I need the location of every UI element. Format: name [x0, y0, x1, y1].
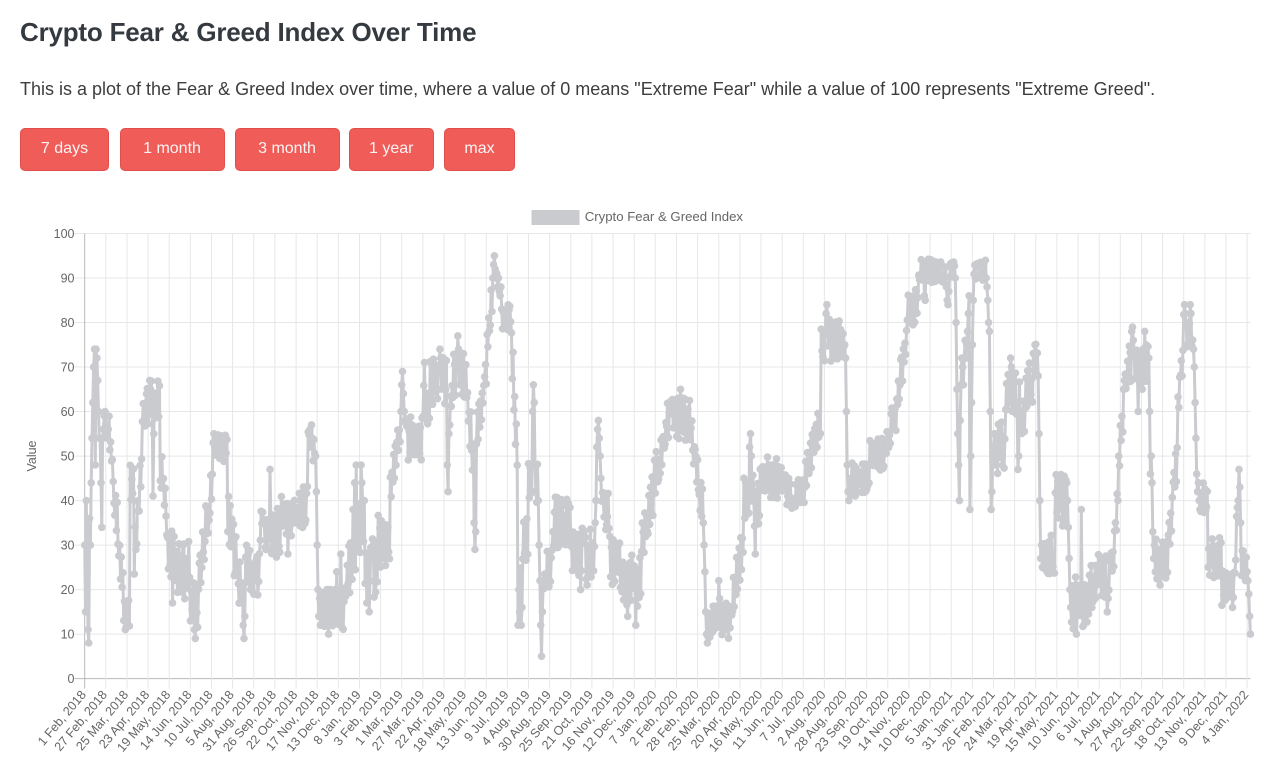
svg-text:Value: Value — [25, 440, 39, 471]
svg-text:10: 10 — [61, 628, 75, 642]
svg-text:40: 40 — [61, 494, 75, 508]
svg-text:50: 50 — [61, 450, 75, 464]
svg-text:0: 0 — [68, 672, 75, 686]
svg-text:Crypto Fear & Greed Index: Crypto Fear & Greed Index — [585, 209, 744, 224]
svg-text:70: 70 — [61, 360, 75, 374]
svg-text:30: 30 — [61, 539, 75, 553]
svg-text:100: 100 — [54, 227, 75, 241]
svg-text:90: 90 — [61, 271, 75, 285]
svg-text:20: 20 — [61, 583, 75, 597]
svg-text:80: 80 — [61, 316, 75, 330]
svg-text:60: 60 — [61, 405, 75, 419]
